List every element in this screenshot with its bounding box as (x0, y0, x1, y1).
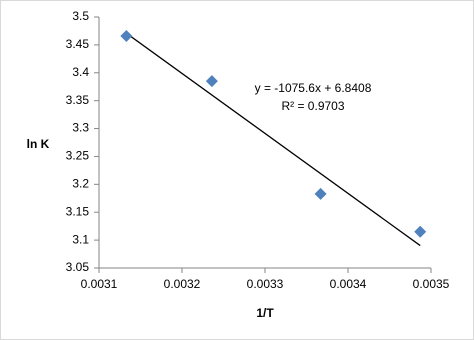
x-tick-label: 0.0033 (247, 277, 284, 291)
y-tick-label: 3.4 (72, 65, 89, 79)
x-tick-label: 0.0034 (330, 277, 367, 291)
point (205, 75, 218, 88)
y-tick-label: 3.5 (72, 9, 89, 23)
point (314, 187, 327, 200)
y-tick-label: 3.15 (66, 204, 90, 218)
y-tick-label: 3.05 (66, 260, 90, 274)
x-axis-label: 1/T (256, 306, 274, 320)
y-axis-label: ln K (27, 137, 50, 151)
y-tick-label: 3.35 (66, 93, 90, 107)
y-tick-label: 3.2 (72, 177, 89, 191)
x-tick-label: 0.0031 (81, 277, 118, 291)
annotation: y = -1075.6x + 6.8408 (255, 81, 372, 95)
point (120, 29, 133, 42)
trendline (126, 32, 421, 247)
y-tick-label: 3.1 (72, 232, 89, 246)
point (414, 225, 427, 238)
annotation: R² = 0.9703 (281, 99, 344, 113)
y-tick-label: 3.45 (66, 37, 90, 51)
x-tick-label: 0.0035 (413, 277, 450, 291)
y-tick-label: 3.3 (72, 121, 89, 135)
y-tick-label: 3.25 (66, 149, 90, 163)
x-tick-label: 0.0032 (164, 277, 201, 291)
